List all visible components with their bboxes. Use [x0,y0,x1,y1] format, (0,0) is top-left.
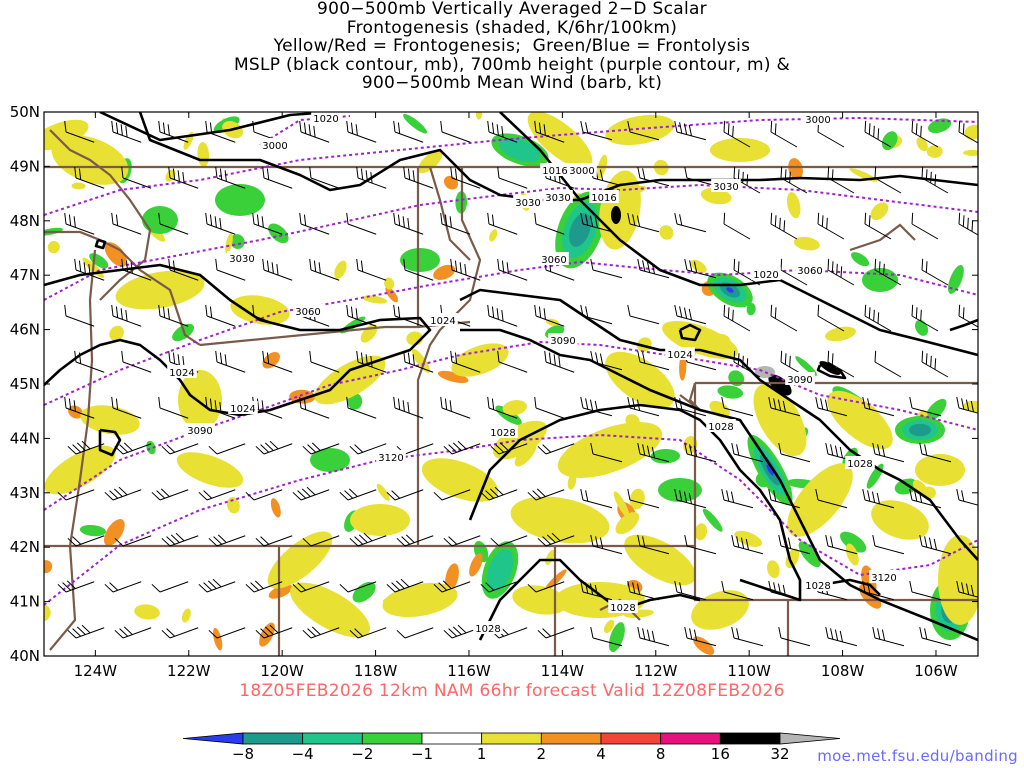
contour-label: 3060 [541,255,566,266]
contour-label: 3030 [229,254,254,265]
lat-tick-label: 43N [10,484,40,502]
lat-tick-label: 47N [10,266,40,284]
lon-tick-label: 110W [727,662,771,680]
lon-tick-label: 124W [74,662,118,680]
axis-ticks: 124W 122W 120W 118W 116W 114W 112W 110W 108W 106W… [10,103,978,680]
contour-label: 1020 [753,270,778,281]
contour-label: 1028 [708,422,733,433]
colorbar-label: 8 [656,745,666,763]
lon-tick-label: 112W [634,662,678,680]
contour-label: 3030 [515,198,540,209]
lon-tick-label: 114W [541,662,585,680]
contour-label: 3000 [262,141,287,152]
contour-label: 3000 [805,115,830,126]
colorbar-label: −2 [351,745,373,763]
colorbar-label: 32 [770,745,789,763]
contour-label: 3120 [871,573,896,584]
lat-tick-label: 50N [10,103,40,121]
wind-barbs [57,120,978,647]
title-line-4: MSLP (black contour, mb), 700mb height (… [233,54,791,75]
colorbar-label: −4 [292,745,314,763]
lat-tick-label: 46N [10,321,40,339]
contour-label: 1028 [610,603,635,614]
colorbar: −8 −4 −2 −1 1 2 4 8 16 32 [182,732,841,763]
lat-tick-label: 41N [10,593,40,611]
map-title: 900−500mb Vertically Averaged 2−D Scalar… [0,0,1024,93]
contour-label: 1016 [542,166,567,177]
contour-label: 1028 [490,428,515,439]
lat-tick-label: 44N [10,429,40,447]
lat-tick-label: 42N [10,538,40,556]
contour-label: 1028 [805,581,830,592]
contour-label: 1028 [475,624,500,635]
contour-label: 1028 [847,459,872,470]
contour-label: 3000 [569,166,594,177]
contour-labels: 1020 1016 1020 1024 1024 1024 1024 1028 1028 1028… [167,112,899,635]
contour-label: 1024 [667,350,692,361]
contour-label: 1024 [169,368,194,379]
lon-tick-label: 120W [260,662,304,680]
contour-label: 1024 [430,316,455,327]
colorbar-label: 4 [596,745,606,763]
lat-tick-label: 49N [10,157,40,175]
contour-label: 3120 [378,453,403,464]
lon-tick-label: 116W [447,662,491,680]
title-line-1: 900−500mb Vertically Averaged 2−D Scalar [317,0,707,19]
colorbar-label: −8 [232,745,254,763]
contour-label: 3030 [713,182,738,193]
lon-tick-label: 108W [821,662,865,680]
lat-tick-label: 45N [10,375,40,393]
title-line-5: 900−500mb Mean Wind (barb, kt) [361,73,663,93]
contour-label: 3090 [550,336,575,347]
mslp-contours [44,112,978,642]
contour-label: 3060 [797,266,822,277]
colorbar-label: 2 [537,745,547,763]
lat-tick-label: 48N [10,212,40,230]
contour-label: 3090 [787,375,812,386]
contour-label: 3030 [545,193,570,204]
title-line-2: Frontogenesis (shaded, K/6hr/100km) [346,17,678,38]
contour-label: 3060 [295,307,320,318]
contour-label: 1020 [313,114,338,125]
lon-tick-label: 106W [914,662,958,680]
contour-label: 1016 [591,193,616,204]
contour-label: 1024 [230,404,255,415]
colorbar-label: 1 [477,745,487,763]
colorbar-label: 16 [711,745,730,763]
title-line-3: Yellow/Red = Frontogenesis; Green/Blue =… [273,36,751,56]
lon-tick-label: 118W [354,662,398,680]
source-credit: moe.met.fsu.edu/banding [817,747,1018,765]
forecast-valid-time: 18Z05FEB2026 12km NAM 66hr forecast Vali… [239,681,785,701]
lon-tick-label: 122W [167,662,211,680]
lat-tick-label: 40N [10,647,40,665]
contour-label: 3090 [187,426,212,437]
colorbar-label: −1 [411,745,433,763]
frontogenesis-shading [44,112,978,655]
